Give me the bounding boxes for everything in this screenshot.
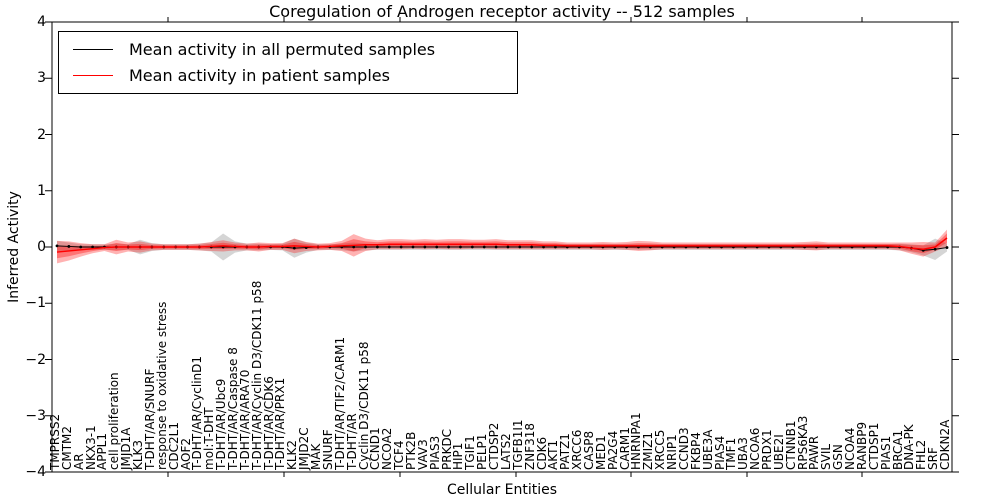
data-point-marker — [494, 245, 498, 249]
y-tick-label: 3 — [37, 70, 46, 87]
patient-confidence-band-inner — [57, 233, 947, 259]
data-point-marker — [482, 245, 486, 249]
data-point-marker — [518, 245, 522, 249]
data-point-marker — [411, 245, 415, 249]
data-point-marker — [399, 245, 403, 249]
x-axis-label: Cellular Entities — [446, 482, 558, 498]
y-tick-label: −1 — [25, 295, 46, 312]
data-point-marker — [387, 245, 391, 249]
legend-item-permuted: Mean activity in all permuted samples — [73, 40, 517, 59]
y-tick-label: −4 — [25, 464, 46, 480]
legend-line-patient-samples — [73, 75, 113, 77]
y-tick-label: −2 — [25, 351, 46, 368]
data-point-marker — [447, 245, 450, 249]
data-point-marker — [376, 245, 379, 249]
data-point-marker — [423, 245, 427, 249]
chart-title: Coregulation of Androgen receptor activi… — [269, 2, 735, 21]
data-point-marker — [506, 245, 510, 249]
y-tick-label: 2 — [37, 126, 46, 143]
data-point-marker — [933, 247, 937, 251]
data-point-marker — [945, 246, 949, 249]
data-point-marker — [67, 245, 71, 248]
y-tick-label: −3 — [25, 407, 46, 424]
y-tick-label: 0 — [37, 239, 46, 255]
data-point-marker — [55, 244, 59, 248]
data-point-marker — [459, 245, 462, 249]
data-point-marker — [542, 245, 545, 249]
data-point-marker — [530, 245, 534, 249]
data-point-marker — [91, 245, 94, 249]
patient-mean-line — [56, 237, 948, 253]
data-point-marker — [470, 245, 474, 249]
data-point-marker — [364, 245, 367, 249]
data-point-marker — [79, 245, 83, 249]
legend-line-permuted-samples — [73, 48, 113, 50]
legend-label-patient-samples: Mean activity in patient samples — [129, 66, 390, 86]
x-tick-label: CDKN2A — [938, 419, 952, 470]
y-tick-label: 4 — [37, 14, 46, 30]
data-point-marker — [292, 246, 296, 250]
data-point-marker — [435, 245, 439, 249]
legend-label-permuted-samples: Mean activity in all permuted samples — [129, 39, 436, 59]
legend: Mean activity in all permuted samples Me… — [58, 31, 518, 94]
y-tick-label: 1 — [37, 182, 46, 199]
data-point-marker — [554, 245, 557, 249]
legend-item-patient: Mean activity in patient samples — [73, 66, 517, 85]
data-point-marker — [352, 245, 356, 249]
patient-confidence-band-outer — [57, 229, 947, 264]
